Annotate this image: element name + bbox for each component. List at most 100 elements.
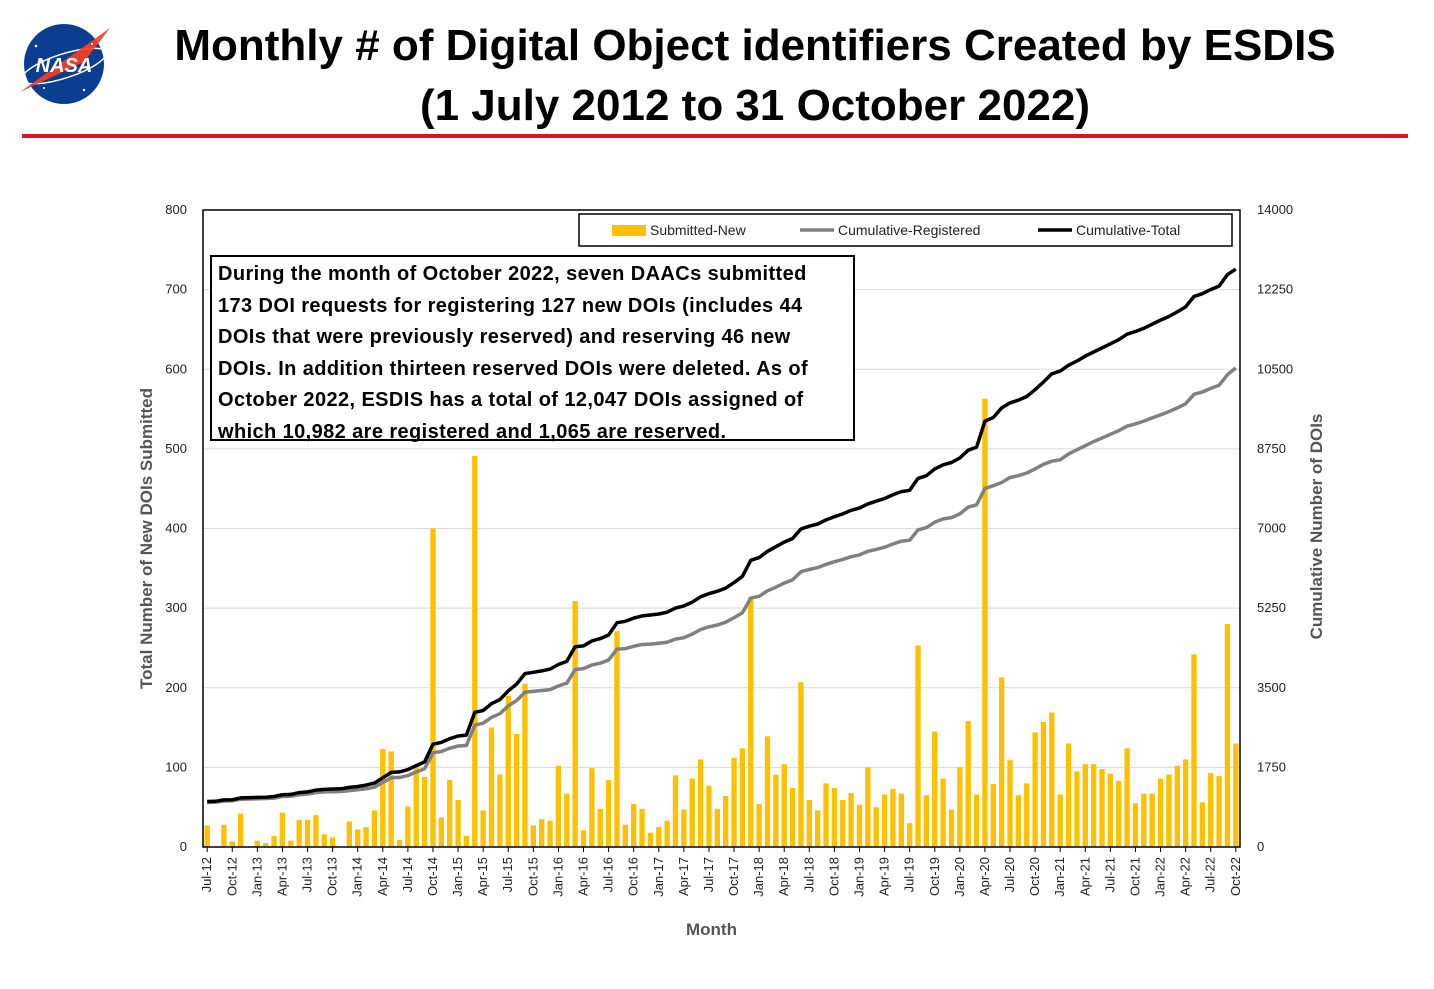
bar [405,806,411,847]
x-tick-label: Apr-15 [475,857,490,896]
bar [681,809,687,847]
bar [1174,765,1180,847]
bar [455,800,461,847]
bar [572,600,578,847]
bar [371,810,378,847]
x-axis-label: Month [686,920,737,939]
bar [288,840,294,847]
bar [430,528,436,847]
summary-annotation: During the month of October 2022, seven … [210,255,855,443]
bar [530,825,537,847]
x-tick-label: Apr-14 [375,857,390,896]
bar [279,812,286,847]
y2-tick-label: 3500 [1257,680,1286,695]
bar [313,815,319,847]
x-tick-label: Oct-18 [826,857,841,896]
x-tick-label: Jul-14 [400,857,415,892]
bar [1099,768,1105,847]
y2-tick-label: 14000 [1257,202,1293,217]
y2-tick-label: 5250 [1257,600,1286,615]
bar [1141,793,1147,847]
bar [890,788,896,847]
bar [706,785,712,847]
bar [831,788,838,847]
x-tick-label: Apr-16 [576,857,591,896]
bar [1182,759,1189,847]
bar [957,767,963,847]
bar [564,793,570,847]
x-tick-label: Oct-12 [224,857,239,896]
bar [798,682,804,847]
x-tick-label: Apr-17 [676,857,691,896]
x-tick-label: Jan-17 [651,857,666,897]
bar [605,780,612,847]
bar [396,839,403,847]
y-tick-label: 100 [165,759,187,774]
bar [748,596,754,847]
x-tick-label: Jan-14 [350,857,365,897]
x-tick-label: Apr-18 [776,857,791,896]
x-tick-label: Jan-21 [1052,857,1067,897]
x-tick-label: Jul-18 [801,857,816,892]
x-tick-label: Oct-22 [1228,857,1243,896]
bar [472,456,478,847]
bar [488,727,495,847]
bar [973,794,980,847]
x-tick-label: Apr-13 [274,857,289,896]
bar [614,631,620,847]
bar [898,793,904,847]
x-tick-label: Jul-22 [1203,857,1218,892]
x-tick-label: Oct-21 [1127,857,1142,896]
bar [1107,773,1114,847]
bar [1199,802,1206,847]
bar [1024,783,1030,847]
bar [1015,795,1022,847]
bar [998,677,1005,847]
bar [413,767,419,847]
bar [363,827,369,847]
bar [664,820,670,847]
title-line-2: (1 July 2012 to 31 October 2022) [419,81,1091,130]
bar [555,765,562,847]
y2-tick-label: 10500 [1257,361,1293,376]
y-tick-label: 300 [165,600,187,615]
bar [1216,776,1222,847]
bar [697,759,704,847]
bar [539,819,545,847]
bar [480,810,486,847]
bar [589,768,595,847]
bar [237,813,244,847]
x-tick-label: Jan-16 [550,857,565,897]
bar [1040,721,1047,847]
title-line-1: Monthly # of Digital Object identifiers … [174,21,1336,70]
x-tick-label: Apr-21 [1077,857,1092,896]
bar [873,807,879,847]
y2-tick-label: 0 [1257,839,1264,854]
bar [438,817,445,847]
x-tick-label: Apr-19 [877,857,892,896]
x-tick-label: Oct-15 [525,857,540,896]
bar [714,808,720,847]
bar [840,800,846,847]
logo-text: NASA [36,55,93,77]
x-tick-label: Jan-20 [952,857,967,897]
x-tick-label: Oct-17 [726,857,741,896]
bar [781,764,787,847]
bar [923,795,930,847]
slide-header: NASA Monthly # of Digital Object identif… [0,0,1434,140]
y2-axis-label: Cumulative Number of DOIs [1307,414,1326,640]
bar [856,804,863,847]
bar [848,792,854,847]
bar [990,784,996,847]
plot-area [202,209,1241,848]
bar [271,835,277,847]
y-axis-label: Total Number of New DOIs Submitted [137,388,156,689]
x-tick-label: Jan-19 [851,857,866,897]
x-tick-label: Jul-12 [199,857,214,892]
x-tick-label: Jan-15 [450,857,465,897]
legend-swatch-submitted-new [612,225,646,236]
bar [221,824,227,847]
bar [380,749,386,847]
legend [578,213,1233,247]
bar [1224,624,1231,847]
